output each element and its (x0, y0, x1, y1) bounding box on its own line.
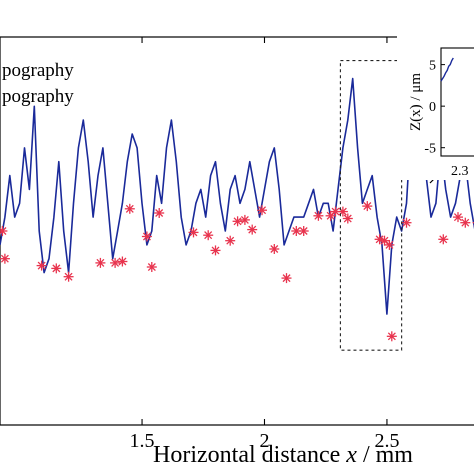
inset-y-tick-label: -5 (424, 142, 436, 157)
marker-point (239, 214, 250, 225)
marker-point (232, 216, 243, 227)
marker-stroke (453, 213, 462, 222)
marker-stroke (248, 225, 257, 234)
marker-point (401, 217, 412, 228)
marker-stroke (52, 264, 61, 273)
x-axis-label: Horizontal distance x / mm (153, 442, 413, 468)
marker-stroke (387, 332, 396, 341)
marker-stroke (211, 246, 220, 255)
marker-point (337, 206, 348, 217)
plot-area-frame (0, 36, 474, 426)
marker-stroke (155, 209, 164, 217)
marker-point (95, 257, 106, 268)
x-axis-label-part-2: / mm (357, 442, 413, 468)
marker-stroke (96, 258, 105, 267)
marker-point (291, 226, 302, 236)
marker-point (141, 231, 152, 242)
marker-point (117, 256, 128, 267)
inset-background (397, 30, 474, 180)
marker-series (0, 201, 474, 342)
marker-stroke (385, 240, 394, 249)
marker-stroke (282, 274, 291, 283)
marker-point (453, 212, 463, 223)
x-axis-label-part-1: Horizontal distance (153, 442, 346, 468)
x-axis-tick-labels: 1.5 2 2.5 (130, 430, 400, 452)
marker-stroke (343, 214, 352, 223)
x-axis-ticks (141, 37, 388, 425)
highlight-box (339, 60, 403, 351)
marker-point (203, 230, 214, 241)
marker-stroke (402, 218, 411, 227)
marker-point (210, 245, 221, 256)
marker-point (298, 226, 309, 236)
marker-point (460, 217, 471, 228)
marker-stroke (0, 254, 9, 263)
marker-stroke (461, 218, 470, 227)
marker-point (225, 235, 236, 246)
marker-point (0, 226, 8, 236)
marker-stroke (439, 235, 448, 244)
inset-x-tick-label: 2.3 (451, 164, 469, 179)
marker-stroke (240, 215, 249, 224)
marker-point (362, 201, 373, 212)
marker-stroke (233, 217, 242, 226)
inset-y-axis-label: Z(x) / μm (408, 73, 424, 131)
marker-point (386, 331, 397, 342)
inset-y-ticks: 5 0 -5 (424, 59, 445, 157)
marker-point (0, 253, 10, 264)
marker-stroke (118, 257, 127, 266)
marker-stroke (226, 236, 235, 245)
marker-point (63, 271, 74, 282)
marker-stroke (142, 232, 151, 241)
marker-stroke (189, 228, 198, 237)
marker-point (124, 203, 135, 214)
marker-point (342, 213, 353, 224)
marker-point (313, 210, 324, 221)
inset-y-tick-label: 0 (429, 100, 436, 115)
inset-series-line (440, 57, 454, 82)
marker-stroke (37, 261, 46, 270)
profile-series-line (0, 77, 474, 315)
x-tick-label: 1.5 (130, 430, 155, 452)
marker-stroke (64, 272, 73, 281)
marker-stroke (147, 263, 156, 272)
marker-stroke (380, 236, 389, 245)
x-tick-label: 2.5 (374, 430, 399, 452)
marker-point (51, 263, 62, 274)
marker-point (269, 244, 280, 254)
inset-frame (440, 47, 474, 157)
marker-point (325, 210, 336, 221)
legend-entry-1: pography (2, 60, 74, 81)
marker-stroke (375, 235, 384, 244)
marker-point (247, 224, 258, 235)
marker-stroke (292, 227, 301, 235)
marker-stroke (0, 227, 7, 235)
marker-point (36, 260, 47, 271)
marker-stroke (258, 206, 267, 215)
marker-stroke (314, 211, 323, 220)
legend-entry-2: pography (2, 86, 74, 107)
marker-point (384, 239, 395, 250)
marker-stroke (125, 204, 134, 213)
marker-point (110, 257, 121, 268)
marker-point (281, 273, 292, 284)
marker-point (257, 205, 267, 216)
marker-stroke (111, 258, 120, 267)
marker-stroke (204, 231, 213, 240)
x-axis-label-variable: x (345, 442, 357, 468)
marker-stroke (363, 202, 372, 211)
marker-stroke (299, 227, 308, 235)
marker-point (154, 208, 165, 218)
marker-point (146, 262, 157, 272)
marker-point (438, 234, 449, 245)
x-tick-label: 2 (259, 430, 269, 452)
marker-stroke (331, 207, 340, 216)
inset-y-tick-label: 5 (429, 59, 436, 74)
marker-stroke (270, 245, 279, 253)
marker-point (188, 227, 199, 238)
